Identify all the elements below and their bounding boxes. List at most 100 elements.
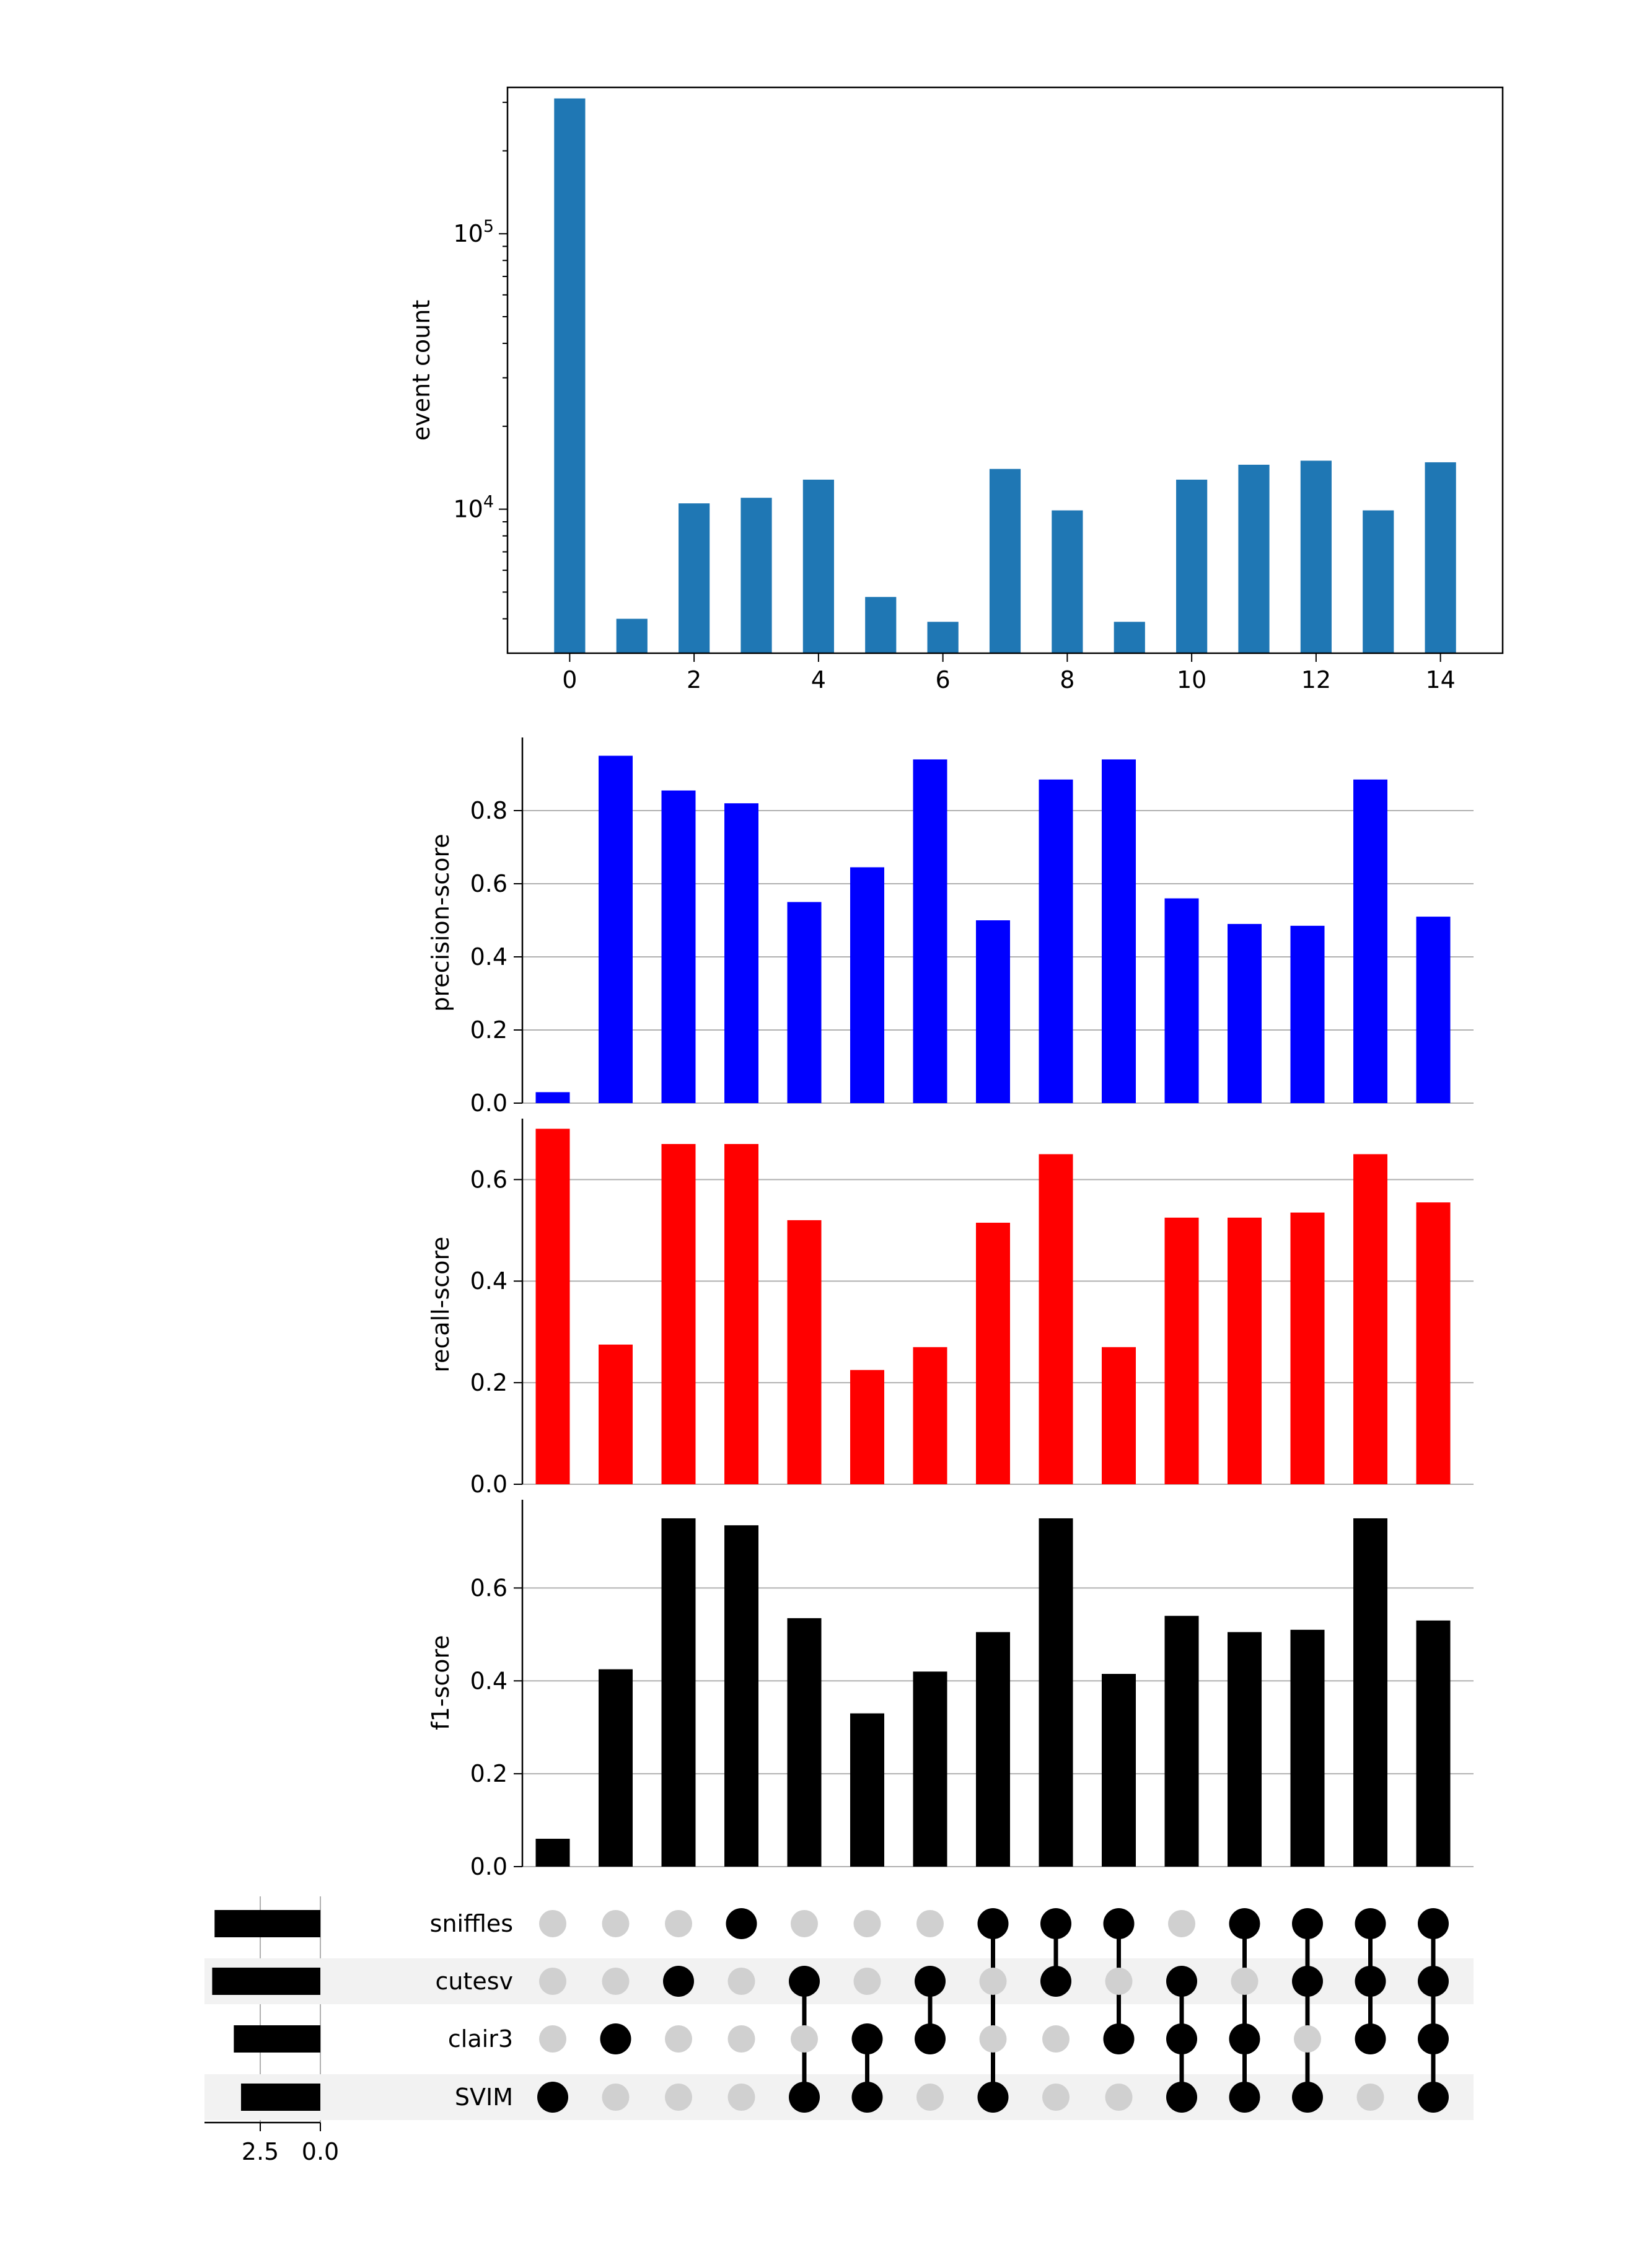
recall-bar — [787, 1220, 822, 1484]
event-count-bar — [1363, 510, 1394, 653]
f1-ytick-label: 0.6 — [470, 1574, 507, 1601]
matrix-dot-active — [1355, 1966, 1386, 1997]
event-count-ytick-label: 105 — [453, 217, 494, 247]
precision-bar — [1228, 923, 1262, 1103]
precision-bar — [535, 1092, 570, 1103]
recall-ytick-label: 0.0 — [470, 1471, 507, 1498]
event-count-bar — [554, 98, 586, 653]
matrix-dot-inactive — [791, 2025, 818, 2053]
recall-ylabel: recall-score — [427, 1236, 454, 1372]
matrix-dot-active — [1292, 2082, 1323, 2113]
event-count-bar — [865, 597, 897, 653]
event-count-bar — [1300, 460, 1332, 653]
precision-ytick-label: 0.2 — [470, 1016, 507, 1044]
f1-bar — [535, 1839, 570, 1867]
matrix-dot-inactive — [1042, 2084, 1070, 2111]
matrix-dot-active — [1229, 1908, 1260, 1939]
f1-bar — [1039, 1518, 1073, 1867]
tick-exponent: 5 — [483, 217, 494, 236]
recall-bar — [599, 1344, 633, 1484]
matrix-dot-active — [977, 2082, 1009, 2113]
precision-bar — [913, 759, 947, 1103]
event-count-bar — [1425, 462, 1456, 653]
set-label: clair3 — [448, 2025, 513, 2053]
event-count-xtick-label: 6 — [936, 666, 951, 693]
recall-ytick-label: 0.2 — [470, 1369, 507, 1396]
precision-ytick-label: 0.6 — [470, 870, 507, 897]
precision-bar — [1353, 779, 1387, 1103]
matrix-dot-active — [1292, 1966, 1323, 1997]
precision-bar — [787, 902, 822, 1103]
recall-ytick-label: 0.6 — [470, 1166, 507, 1193]
tick-base: 10 — [453, 220, 483, 247]
matrix-dot-active — [1229, 2082, 1260, 2113]
matrix-dot-inactive — [979, 2025, 1007, 2053]
precision-bar — [1102, 759, 1136, 1103]
f1-bar — [1102, 1674, 1136, 1867]
precision-bar — [1164, 898, 1199, 1103]
matrix-dot-inactive — [916, 1910, 944, 1937]
event-count-xtick-label: 14 — [1425, 666, 1455, 693]
recall-ytick-label: 0.4 — [470, 1267, 507, 1295]
tick-base: 10 — [453, 496, 483, 523]
chart-marks — [212, 98, 1456, 2113]
set-size-bar — [234, 2025, 320, 2053]
recall-bar — [1290, 1212, 1325, 1484]
recall-bar — [1416, 1202, 1451, 1484]
matrix-dot-inactive — [539, 1910, 566, 1937]
precision-ytick-label: 0.4 — [470, 943, 507, 970]
f1-bar — [724, 1525, 758, 1867]
f1-bar — [599, 1669, 633, 1867]
set-size-bar — [214, 1910, 320, 1937]
matrix-dot-active — [977, 1908, 1009, 1939]
event-count-bar — [927, 622, 959, 653]
event-count-bar — [1238, 464, 1270, 653]
matrix-dot-active — [1040, 1966, 1071, 1997]
precision-ytick-label: 0.8 — [470, 797, 507, 824]
matrix-dot-inactive — [916, 2084, 944, 2111]
matrix-row-stripe — [204, 1958, 1474, 2004]
event-count-bar — [989, 469, 1021, 653]
event-count-xtick-label: 4 — [811, 666, 826, 693]
event-count-ytick-label: 104 — [453, 493, 494, 523]
precision-bar — [661, 790, 696, 1103]
recall-bar — [1164, 1217, 1199, 1484]
f1-bar — [976, 1632, 1010, 1867]
event-count-xtick-label: 10 — [1177, 666, 1206, 693]
matrix-dot-active — [1418, 1966, 1449, 1997]
event-count-bar — [802, 479, 834, 653]
event-count-xtick-label: 2 — [687, 666, 701, 693]
f1-bar — [913, 1671, 947, 1867]
matrix-dot-active — [789, 2082, 820, 2113]
set-size-xtick-label: 2.5 — [242, 2138, 279, 2165]
matrix-dot-active — [1355, 2023, 1386, 2054]
f1-bar — [1164, 1616, 1199, 1867]
matrix-dot-inactive — [791, 1910, 818, 1937]
matrix-stripes — [204, 1958, 1474, 2120]
matrix-dot-active — [851, 2023, 883, 2054]
matrix-dot-inactive — [853, 1968, 881, 1995]
set-label: SVIM — [455, 2084, 513, 2111]
recall-bar — [1228, 1217, 1262, 1484]
f1-bar — [1290, 1629, 1325, 1867]
matrix-dot-active — [1166, 1966, 1197, 1997]
matrix-dot-active — [1418, 1908, 1449, 1939]
recall-bar — [976, 1222, 1010, 1484]
matrix-dot-inactive — [1294, 2025, 1321, 2053]
f1-bar — [1416, 1620, 1451, 1867]
matrix-dot-active — [1103, 2023, 1135, 2054]
matrix-dot-active — [1418, 2023, 1449, 2054]
matrix-dot-active — [726, 1908, 757, 1939]
matrix-dot-active — [600, 2023, 631, 2054]
matrix-dot-inactive — [1168, 1910, 1195, 1937]
event-count-bar — [740, 498, 772, 653]
f1-bar — [787, 1618, 822, 1867]
matrix-dot-active — [1229, 2023, 1260, 2054]
chart-axes — [204, 86, 1504, 2131]
set-label: sniffles — [430, 1910, 513, 1937]
matrix-dot-active — [1418, 2082, 1449, 2113]
event-count-bar — [679, 503, 710, 653]
matrix-dot-inactive — [1231, 1968, 1259, 1995]
matrix-dot-inactive — [539, 1968, 566, 1995]
